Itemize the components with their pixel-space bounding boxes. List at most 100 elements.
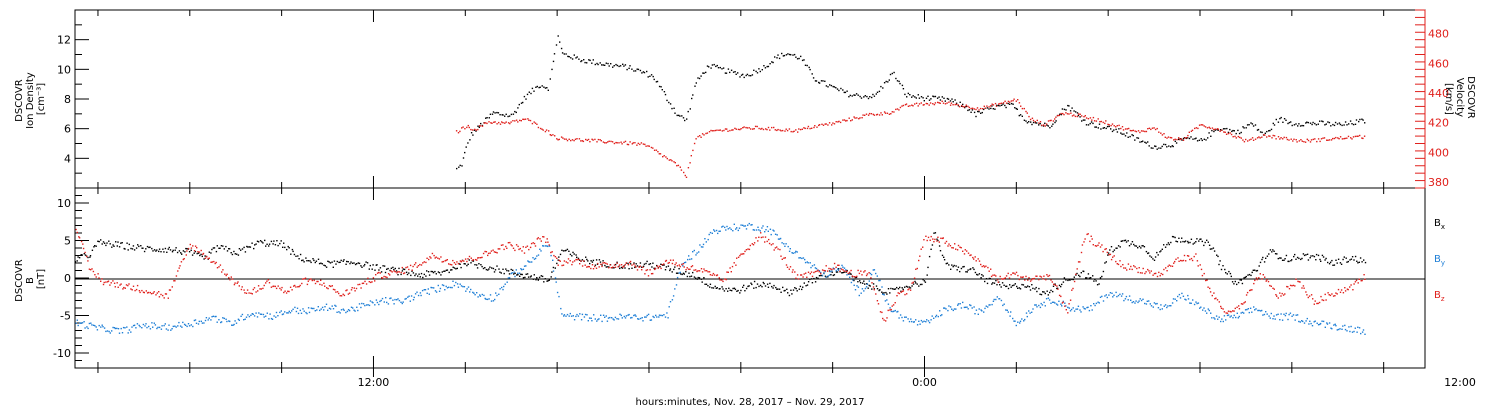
- bx-point: [246, 245, 248, 248]
- density-point: [486, 117, 488, 119]
- density-point: [496, 111, 498, 114]
- density-point: [589, 59, 591, 62]
- bx-point: [213, 247, 216, 249]
- bz-point: [944, 242, 946, 244]
- by-point: [421, 289, 424, 292]
- by-point: [550, 254, 552, 257]
- by-point: [1138, 300, 1140, 302]
- density-point: [734, 71, 736, 73]
- bz-point: [438, 258, 441, 260]
- bx-point: [1060, 285, 1062, 288]
- bz-point: [1060, 295, 1062, 298]
- bz-point: [833, 262, 836, 265]
- velocity-point: [1005, 102, 1008, 104]
- velocity-point: [1071, 115, 1074, 117]
- density-point: [628, 67, 630, 69]
- bx-point: [685, 271, 687, 273]
- density-point: [1343, 124, 1345, 126]
- by-point: [393, 303, 395, 305]
- density-point: [467, 142, 469, 144]
- bz-point: [890, 308, 892, 311]
- x-tick-label: 12:00: [358, 376, 390, 389]
- by-point: [692, 251, 694, 253]
- bx-point: [871, 288, 873, 290]
- by-point: [390, 297, 392, 299]
- bz-point: [883, 319, 885, 321]
- bz-point: [872, 286, 875, 288]
- velocity-point: [1322, 137, 1324, 139]
- bz-point: [740, 253, 742, 255]
- bz-point: [152, 292, 154, 294]
- by-point: [742, 224, 744, 226]
- density-point: [639, 69, 642, 72]
- velocity-point: [1341, 138, 1344, 140]
- density-point: [1092, 122, 1094, 125]
- velocity-point: [1191, 129, 1194, 131]
- bx-point: [368, 268, 370, 270]
- bx-point: [1093, 280, 1095, 282]
- bz-point: [758, 236, 760, 238]
- bx-point: [1349, 259, 1351, 261]
- bx-point: [284, 246, 286, 249]
- density-point: [1069, 110, 1072, 112]
- density-point: [1081, 120, 1083, 122]
- velocity-point: [1021, 107, 1024, 110]
- bx-point: [544, 278, 546, 280]
- bx-point: [707, 285, 709, 287]
- bz-point: [1344, 287, 1346, 289]
- bz-point: [664, 260, 667, 262]
- velocity-point: [1079, 113, 1081, 115]
- bz-point: [550, 251, 552, 254]
- bz-point: [777, 248, 779, 250]
- bx-point: [853, 279, 855, 282]
- velocity-point: [995, 105, 998, 107]
- bx-point: [882, 292, 884, 295]
- by-point: [463, 286, 466, 288]
- bz-point: [431, 252, 434, 255]
- density-point: [1268, 130, 1270, 132]
- bx-point: [83, 253, 85, 255]
- by-point: [407, 296, 409, 298]
- velocity-point: [1361, 137, 1363, 139]
- bz-point: [868, 272, 870, 274]
- bx-point: [959, 270, 961, 273]
- bx-point: [287, 245, 289, 248]
- bx-point: [1180, 241, 1182, 243]
- by-point: [1248, 311, 1250, 314]
- bx-point: [1010, 286, 1012, 288]
- density-point: [1051, 125, 1053, 127]
- bz-point: [1197, 265, 1199, 267]
- by-point: [579, 313, 581, 315]
- density-point: [933, 95, 935, 98]
- bx-point: [863, 280, 865, 282]
- by-point: [974, 313, 976, 315]
- by-point: [1077, 305, 1080, 307]
- bz-point: [339, 295, 341, 297]
- by-point: [1182, 295, 1185, 297]
- bz-point: [592, 268, 595, 270]
- density-point: [1205, 139, 1207, 141]
- bx-point: [366, 262, 369, 264]
- bx-point: [1128, 245, 1131, 247]
- density-point: [1283, 118, 1286, 120]
- density-point: [1243, 127, 1245, 129]
- bx-point: [89, 256, 91, 258]
- by-point: [80, 322, 82, 324]
- by-point: [898, 317, 900, 319]
- bx-point: [1138, 245, 1141, 248]
- bx-point: [640, 266, 643, 268]
- bx-point: [1298, 257, 1300, 260]
- by-point: [492, 300, 495, 302]
- bx-point: [430, 270, 432, 273]
- bx-point: [1071, 278, 1073, 281]
- bz-point: [1166, 270, 1168, 272]
- bx-point: [1044, 292, 1046, 295]
- bz-point: [760, 236, 763, 239]
- by-point: [350, 306, 353, 308]
- by-point: [443, 284, 445, 287]
- bx-point: [215, 250, 218, 253]
- by-point: [398, 299, 401, 302]
- velocity-point: [1235, 137, 1237, 139]
- by-point: [584, 313, 587, 316]
- velocity-point: [872, 113, 874, 116]
